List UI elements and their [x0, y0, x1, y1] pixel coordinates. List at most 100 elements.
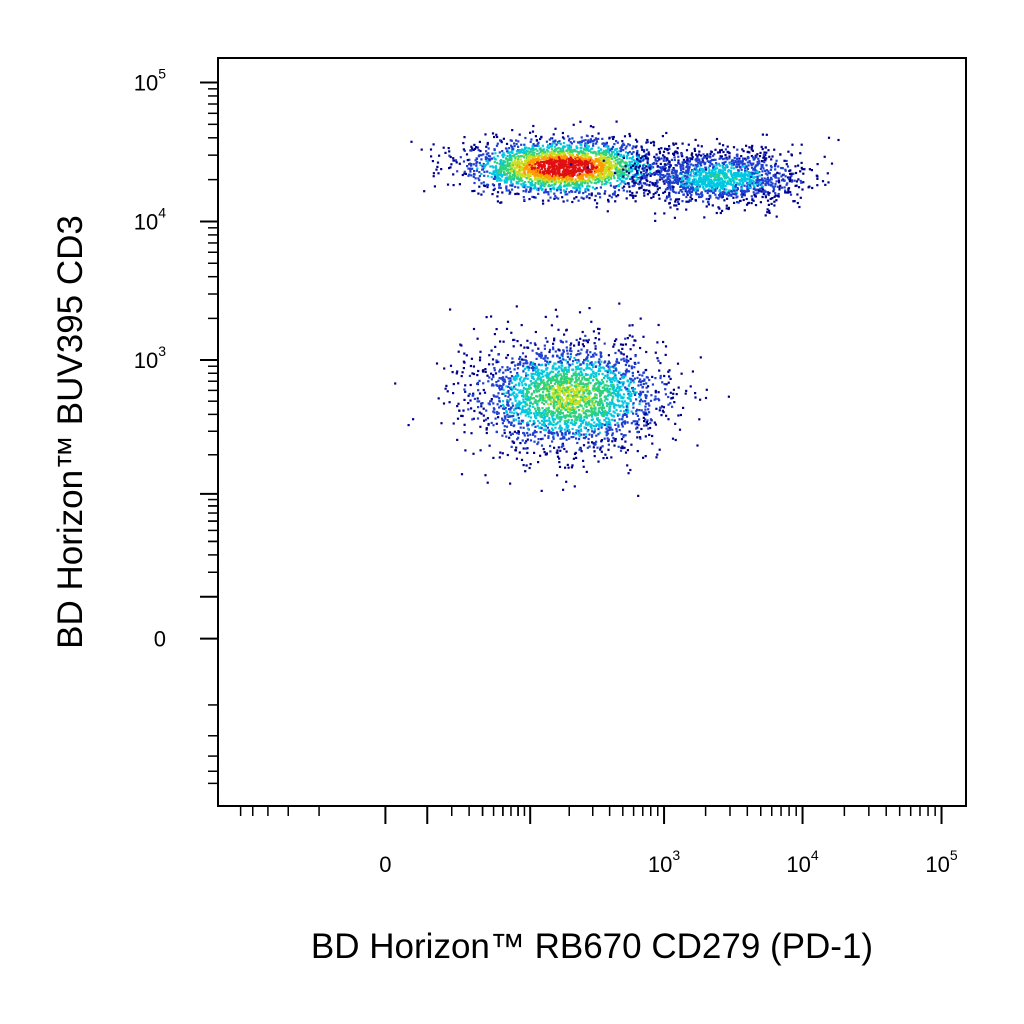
event-point	[474, 147, 477, 150]
event-point	[827, 181, 830, 184]
event-point	[632, 194, 635, 197]
event-point	[652, 141, 656, 144]
event-point	[666, 158, 669, 161]
event-point	[516, 406, 519, 409]
event-point	[582, 339, 585, 342]
event-point	[711, 154, 715, 157]
event-point	[574, 394, 577, 397]
event-point	[584, 188, 587, 191]
event-point	[597, 192, 600, 195]
event-point	[545, 140, 548, 143]
event-point	[562, 150, 565, 154]
event-point	[559, 402, 562, 405]
event-point	[631, 374, 634, 377]
event-point	[659, 173, 663, 176]
event-point	[728, 182, 731, 185]
event-point	[578, 368, 581, 371]
event-point	[767, 180, 770, 183]
event-point	[526, 451, 529, 454]
event-point	[698, 173, 701, 177]
event-point	[741, 184, 744, 187]
event-point	[751, 149, 754, 152]
event-point	[521, 185, 524, 188]
event-point	[742, 150, 745, 153]
event-point	[582, 159, 585, 162]
event-point	[559, 180, 562, 183]
event-point	[735, 164, 738, 167]
event-point	[514, 397, 517, 400]
event-point	[632, 379, 635, 382]
event-point	[539, 185, 542, 188]
event-point	[493, 333, 496, 336]
event-point	[599, 196, 602, 199]
event-point	[514, 192, 517, 196]
event-point	[649, 141, 653, 144]
event-point	[541, 144, 544, 147]
event-point	[532, 412, 536, 415]
event-point	[719, 211, 722, 215]
event-point	[701, 181, 704, 185]
event-point	[616, 169, 619, 172]
event-point	[698, 177, 701, 180]
event-point	[654, 171, 657, 174]
event-point	[749, 181, 752, 184]
event-point	[667, 381, 670, 384]
event-point	[568, 145, 571, 148]
event-point	[572, 163, 575, 166]
event-point	[600, 169, 603, 172]
event-point	[763, 177, 766, 180]
event-point	[522, 171, 525, 174]
event-point	[605, 152, 608, 155]
event-point	[542, 184, 546, 187]
event-point	[715, 137, 719, 141]
event-point	[774, 182, 777, 186]
event-point	[663, 155, 666, 158]
event-point	[539, 187, 542, 190]
event-point	[482, 184, 486, 187]
event-point	[739, 183, 742, 186]
event-point	[714, 193, 717, 196]
event-point	[562, 369, 565, 373]
event-point	[713, 175, 716, 178]
event-point	[802, 181, 805, 184]
event-point	[529, 140, 532, 143]
event-point	[605, 456, 609, 459]
event-point	[496, 191, 500, 194]
event-point	[727, 170, 730, 173]
event-point	[581, 169, 584, 172]
event-point	[503, 154, 506, 157]
event-point	[588, 381, 591, 384]
event-point	[508, 192, 511, 195]
event-point	[539, 137, 542, 141]
event-point	[616, 392, 620, 395]
event-point	[736, 157, 739, 160]
event-point	[574, 150, 577, 153]
event-point	[531, 365, 534, 368]
event-point	[489, 158, 492, 161]
event-point	[593, 172, 596, 175]
event-point	[522, 182, 525, 185]
event-point	[721, 166, 724, 169]
event-point	[496, 162, 499, 165]
event-point	[608, 378, 611, 381]
event-point	[456, 438, 459, 441]
event-point	[760, 174, 763, 177]
event-point	[561, 341, 564, 344]
event-point	[637, 173, 640, 176]
event-point	[548, 183, 551, 186]
event-point	[759, 167, 762, 170]
event-point	[505, 385, 508, 388]
event-point	[606, 181, 609, 184]
event-point	[543, 451, 546, 454]
event-point	[726, 151, 729, 154]
event-point	[478, 140, 481, 143]
event-point	[578, 177, 581, 180]
event-point	[685, 169, 688, 172]
event-point	[597, 132, 600, 135]
event-point	[517, 155, 520, 158]
event-point	[569, 149, 572, 152]
event-point	[679, 413, 682, 417]
event-point	[486, 481, 489, 484]
event-point	[557, 141, 560, 145]
event-point	[546, 181, 549, 184]
